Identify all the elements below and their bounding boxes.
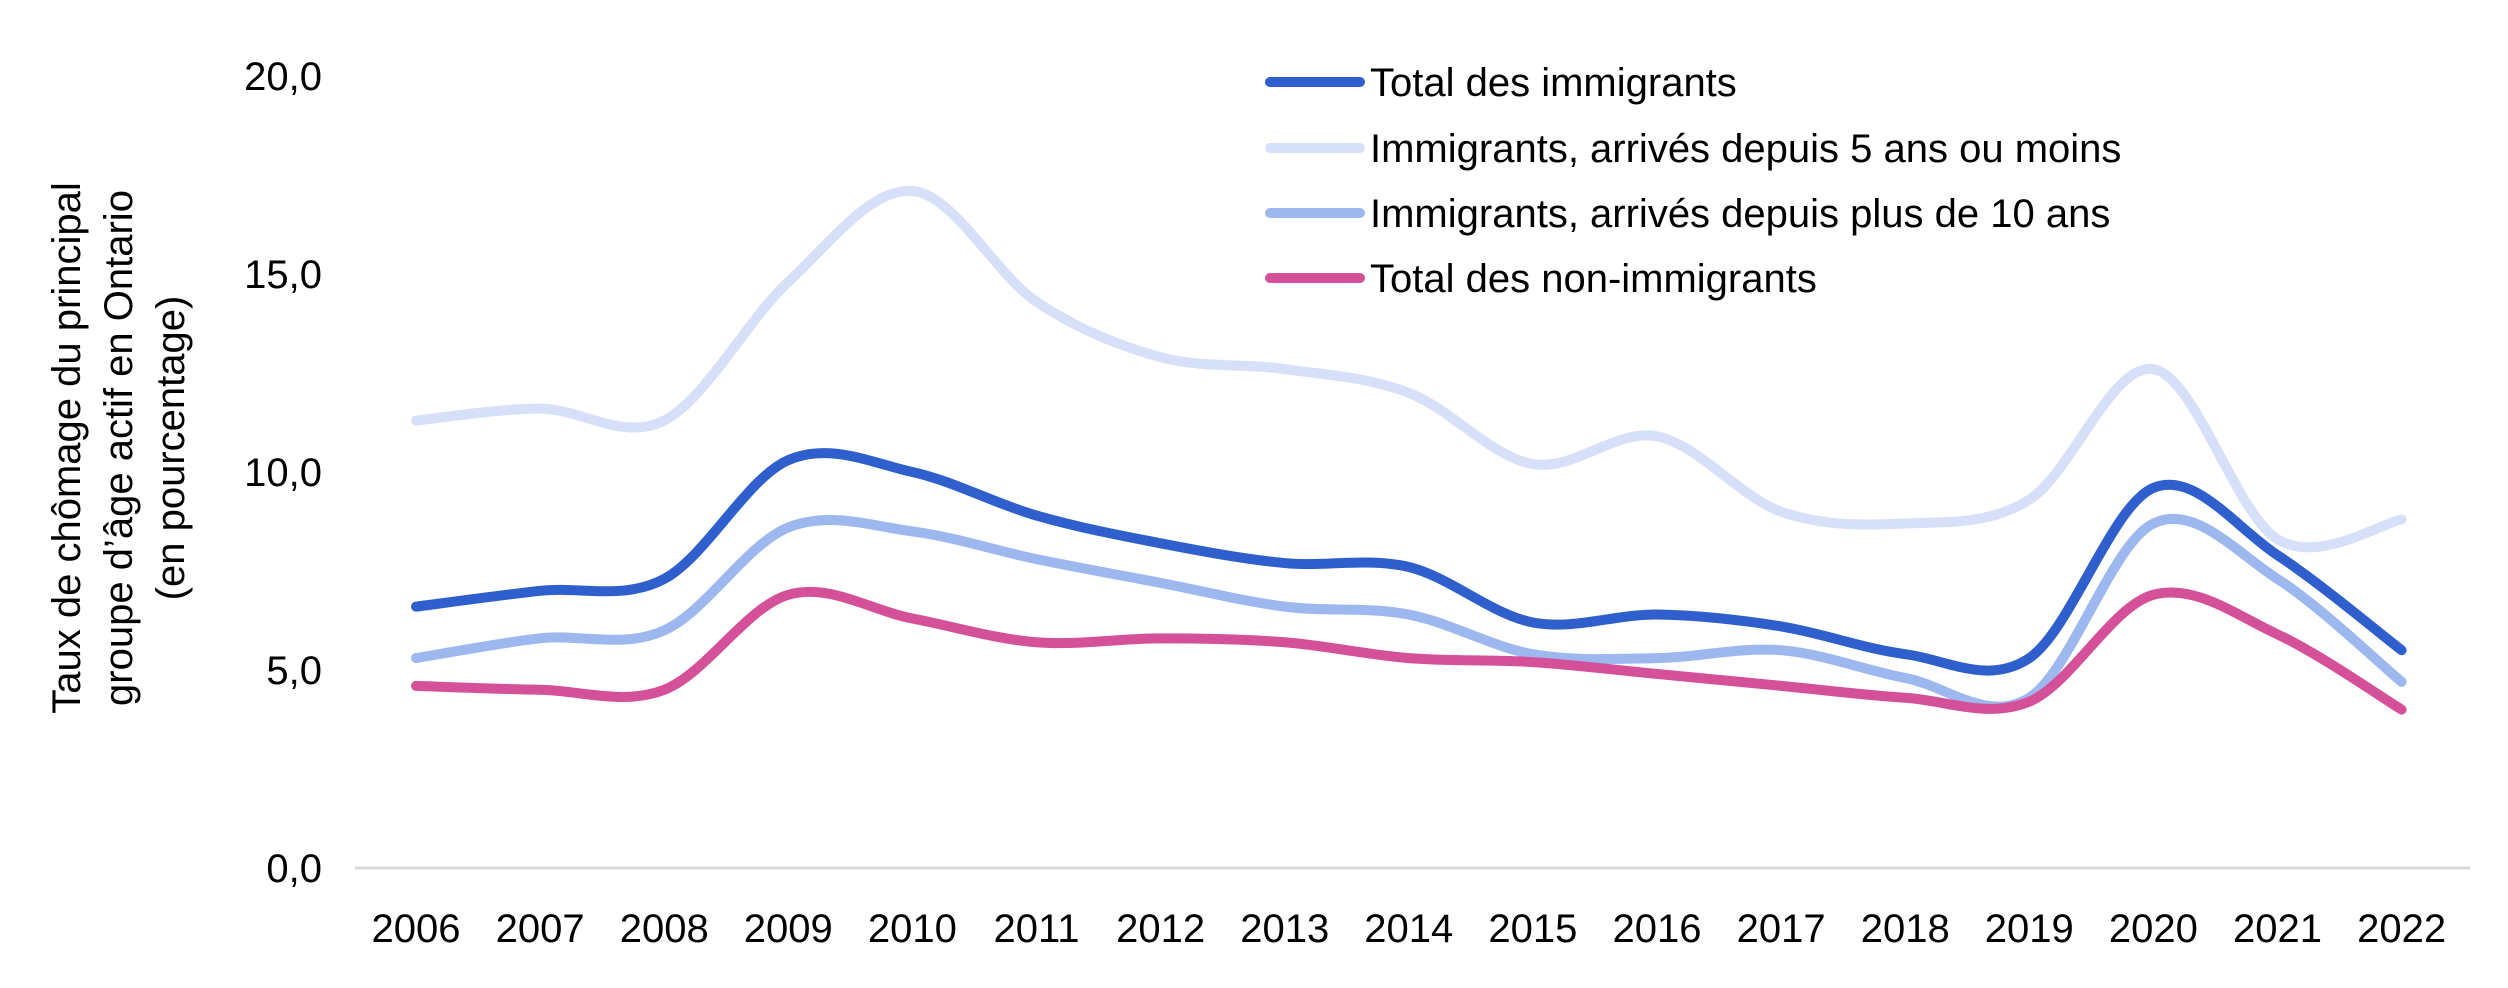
legend-item: Immigrants, arrivés depuis 5 ans ou moin… [1265, 127, 2121, 171]
y-tick-label: 5,0 [266, 649, 322, 693]
legend-label: Total des non-immigrants [1370, 257, 1817, 301]
y-axis-title-line-1: Taux de chômage du principal [45, 182, 89, 713]
x-tick-label: 2018 [1861, 907, 1950, 951]
x-tick-label: 2010 [868, 907, 957, 951]
y-tick-label: 0,0 [266, 847, 322, 891]
x-tick-label: 2009 [744, 907, 833, 951]
x-tick-label: 2012 [1116, 907, 1205, 951]
legend-item: Total des non-immigrants [1265, 257, 1817, 301]
x-tick-label: 2006 [372, 907, 461, 951]
x-tick-label: 2020 [2109, 907, 2198, 951]
y-axis-ticks: 0,0 5,0 10,0 15,0 20,0 [244, 55, 322, 891]
y-axis-title-line-3: (en pourcentage) [149, 296, 193, 601]
legend: Total des immigrants Immigrants, arrivés … [1265, 61, 2121, 301]
series-line-2 [411, 513, 2407, 712]
x-tick-label: 2015 [1488, 907, 1577, 951]
x-tick-label: 2008 [620, 907, 709, 951]
x-tick-label: 2016 [1613, 907, 1702, 951]
y-tick-label: 20,0 [244, 55, 322, 99]
series-lines [411, 185, 2407, 715]
x-tick-label: 2007 [496, 907, 585, 951]
series-line-3 [411, 586, 2407, 715]
legend-item: Immigrants, arrivés depuis plus de 10 an… [1265, 192, 2110, 236]
y-axis-title-line-2: groupe d’âge actif en Ontario [97, 190, 141, 706]
legend-label: Total des immigrants [1370, 61, 1737, 105]
x-tick-label: 2014 [1364, 907, 1453, 951]
y-axis-title: Taux de chômage du principal groupe d’âg… [45, 182, 193, 713]
y-tick-label: 15,0 [244, 253, 322, 297]
x-tick-label: 2021 [2233, 907, 2322, 951]
series-line-1 [411, 185, 2407, 553]
x-axis-ticks: 2006 2007 2008 2009 2010 2011 2012 2013 2014 2015… [372, 907, 2447, 951]
series-line-0 [411, 448, 2407, 676]
x-tick-label: 2013 [1240, 907, 1329, 951]
legend-item: Total des immigrants [1265, 61, 1737, 105]
legend-label: Immigrants, arrivés depuis 5 ans ou moin… [1370, 127, 2121, 171]
x-tick-label: 2022 [2357, 907, 2446, 951]
x-tick-label: 2017 [1737, 907, 1826, 951]
legend-label: Immigrants, arrivés depuis plus de 10 an… [1370, 192, 2110, 236]
y-tick-label: 10,0 [244, 451, 322, 495]
x-tick-label: 2011 [993, 907, 1079, 951]
x-tick-label: 2019 [1985, 907, 2074, 951]
